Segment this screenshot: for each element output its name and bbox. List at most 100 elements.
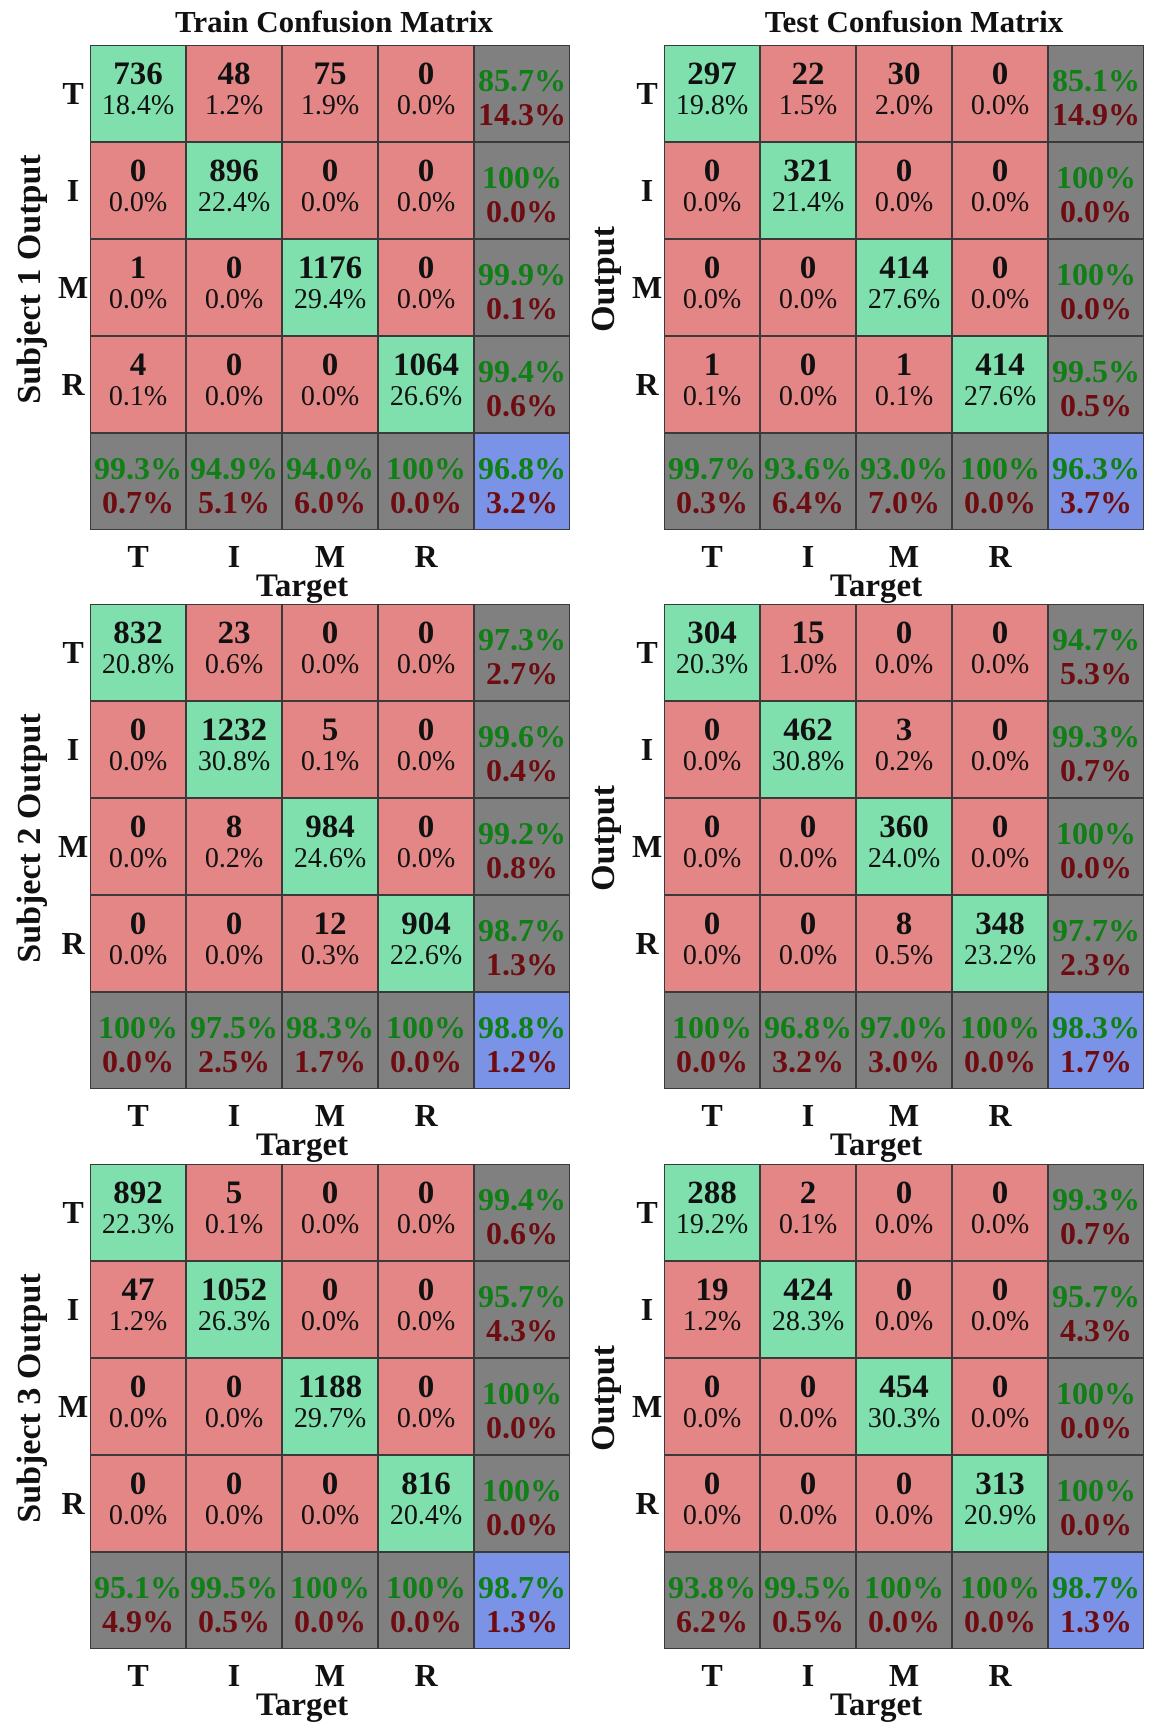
error-percent: 0.0% (868, 1603, 940, 1639)
matrix-cell-error: 8 0.2% (186, 798, 282, 895)
row-class-label: I (640, 172, 654, 208)
x-axis-label: Target (255, 568, 349, 604)
accuracy-percent: 99.9% (478, 256, 566, 292)
cell-count: 904 (401, 906, 451, 942)
cell-count: 0 (417, 1175, 435, 1211)
row-class-label: I (640, 731, 654, 767)
error-percent: 0.0% (1060, 193, 1132, 229)
matrix-cell-error: 2 0.1% (760, 1164, 856, 1261)
cell-percent: 0.2% (204, 843, 264, 874)
column-summary-cell: 100% 0.0% (378, 992, 474, 1089)
cell-count: 313 (975, 1466, 1025, 1502)
matrix-cell-error: 23 0.6% (186, 604, 282, 701)
cell-percent: 0.0% (682, 940, 742, 971)
cell-count: 0 (799, 1369, 817, 1405)
cell-count: 0 (321, 1175, 339, 1211)
cell-percent: 0.0% (204, 1500, 264, 1531)
cell-count: 414 (975, 347, 1025, 383)
column-summary-cell: 99.5% 0.5% (760, 1552, 856, 1649)
matrix-cell-error: 0 0.0% (378, 239, 474, 336)
error-percent: 6.4% (772, 484, 844, 520)
column-summary-cell: 97.5% 2.5% (186, 992, 282, 1089)
cell-percent: 1.0% (778, 649, 838, 680)
matrix-cell-error: 0 0.0% (90, 798, 186, 895)
cell-count: 1 (703, 347, 721, 383)
x-axis-label: Target (255, 1687, 349, 1723)
matrix-cell-error: 3 0.2% (856, 701, 952, 798)
cell-count: 8 (225, 809, 243, 845)
row-class-label: R (635, 1485, 659, 1521)
cell-percent: 27.6% (867, 284, 941, 315)
column-class-label: R (414, 538, 438, 574)
matrix-cell-correct: 892 22.3% (90, 1164, 186, 1261)
cell-count: 0 (225, 1369, 243, 1405)
matrix-cell-error: 48 1.2% (186, 45, 282, 142)
error-percent: 0.0% (1060, 1506, 1132, 1542)
error-percent: 3.2% (486, 484, 558, 520)
cell-count: 3 (895, 712, 913, 748)
cell-percent: 0.0% (778, 381, 838, 412)
error-percent: 1.3% (486, 946, 558, 982)
cell-count: 0 (895, 1272, 913, 1308)
cell-count: 0 (129, 1369, 147, 1405)
cell-percent: 0.0% (970, 746, 1030, 777)
cell-percent: 0.3% (300, 940, 360, 971)
matrix-cell-error: 1 0.1% (664, 336, 760, 433)
cell-percent: 24.0% (867, 843, 941, 874)
matrix-cell-correct: 288 19.2% (664, 1164, 760, 1261)
column-summary-cell: 100% 0.0% (90, 992, 186, 1089)
cell-count: 0 (321, 347, 339, 383)
matrix-cell-error: 0 0.0% (282, 604, 378, 701)
cell-percent: 0.0% (778, 1403, 838, 1434)
column-summary-cell: 98.3% 1.7% (282, 992, 378, 1089)
matrix-cell-error: 0 0.0% (282, 1164, 378, 1261)
accuracy-percent: 94.0% (286, 450, 374, 486)
cell-percent: 0.0% (396, 649, 456, 680)
cell-percent: 0.0% (970, 843, 1030, 874)
column-summary-cell: 93.8% 6.2% (664, 1552, 760, 1649)
matrix-cell-error: 0 0.0% (378, 1164, 474, 1261)
matrix-cell-error: 0 0.0% (186, 239, 282, 336)
accuracy-percent: 98.7% (478, 912, 566, 948)
cell-count: 414 (879, 250, 929, 286)
cell-count: 0 (991, 1272, 1009, 1308)
overall-accuracy-cell: 98.7% 1.3% (474, 1552, 570, 1649)
matrix-cell-correct: 360 24.0% (856, 798, 952, 895)
matrix-cell-correct: 896 22.4% (186, 142, 282, 239)
accuracy-percent: 95.1% (94, 1569, 182, 1605)
cell-percent: 0.0% (300, 1500, 360, 1531)
error-percent: 2.7% (486, 655, 558, 691)
row-summary-cell: 100% 0.0% (474, 1358, 570, 1455)
cell-percent: 0.6% (204, 649, 264, 680)
matrix-cell-error: 0 0.0% (664, 701, 760, 798)
cell-count: 4 (129, 347, 147, 383)
column-summary-cell: 97.0% 3.0% (856, 992, 952, 1089)
accuracy-percent: 99.3% (1052, 1181, 1140, 1217)
column-class-label: T (127, 1657, 149, 1693)
row-class-label: T (636, 1194, 658, 1230)
matrix-cell-error: 0 0.0% (282, 336, 378, 433)
cell-count: 0 (703, 153, 721, 189)
error-percent: 0.0% (294, 1603, 366, 1639)
accuracy-percent: 85.1% (1052, 62, 1140, 98)
cell-percent: 0.0% (970, 90, 1030, 121)
y-axis-label: Subject 3 Output (11, 1273, 48, 1523)
cell-count: 360 (879, 809, 929, 845)
cell-percent: 0.0% (874, 1500, 934, 1531)
column-summary-cell: 96.8% 3.2% (760, 992, 856, 1089)
matrix-cell-correct: 424 28.3% (760, 1261, 856, 1358)
row-summary-cell: 99.9% 0.1% (474, 239, 570, 336)
cell-count: 0 (417, 153, 435, 189)
matrix-cell-error: 15 1.0% (760, 604, 856, 701)
cell-count: 0 (225, 906, 243, 942)
cell-percent: 0.1% (682, 381, 742, 412)
column-summary-cell: 100% 0.0% (952, 992, 1048, 1089)
row-summary-cell: 97.3% 2.7% (474, 604, 570, 701)
cell-count: 15 (791, 615, 825, 651)
matrix-cell-error: 0 0.0% (760, 1455, 856, 1552)
accuracy-percent: 100% (960, 1569, 1040, 1605)
accuracy-percent: 99.4% (478, 353, 566, 389)
accuracy-percent: 94.7% (1052, 621, 1140, 657)
accuracy-percent: 100% (1056, 1472, 1136, 1508)
column-class-label: M (314, 1097, 346, 1133)
